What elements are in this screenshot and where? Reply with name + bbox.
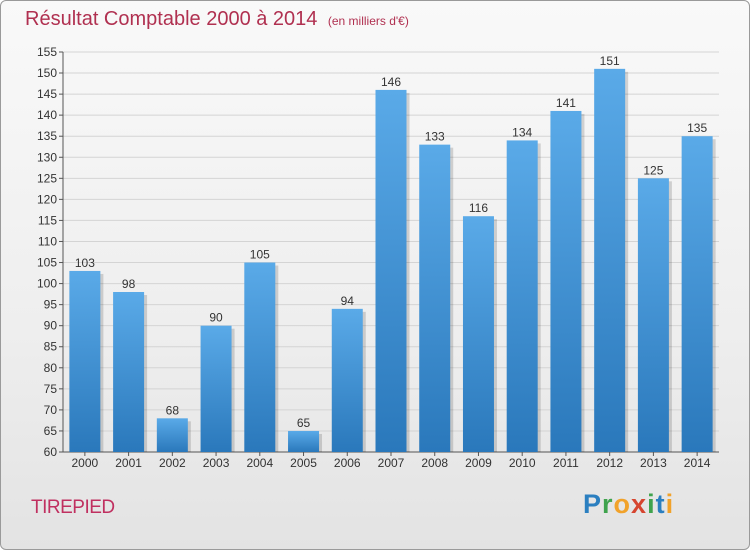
bar — [681, 136, 713, 453]
bar — [244, 262, 276, 452]
x-tick-label: 2001 — [115, 456, 142, 470]
x-tick-label: 2008 — [421, 456, 448, 470]
y-tick-label: 70 — [44, 403, 58, 417]
data-label: 146 — [381, 75, 401, 89]
x-tick-label: 2000 — [72, 456, 99, 470]
y-tick-label: 155 — [37, 45, 57, 59]
logo-letter: o — [613, 489, 632, 519]
x-tick-label: 2007 — [378, 456, 405, 470]
x-tick-label: 2012 — [596, 456, 623, 470]
logo-letter: i — [665, 489, 675, 519]
data-label: 133 — [425, 130, 445, 144]
x-tick-label: 2014 — [684, 456, 711, 470]
data-label: 65 — [297, 416, 311, 430]
x-tick-label: 2013 — [640, 456, 667, 470]
town-name: TIREPIED — [31, 497, 115, 518]
data-label: 94 — [341, 294, 355, 308]
bar — [375, 89, 407, 452]
y-tick-label: 65 — [44, 424, 58, 438]
bar — [594, 68, 626, 452]
y-tick-label: 60 — [44, 445, 58, 459]
chart-subtitle: (en milliers d'€) — [327, 14, 409, 28]
data-label: 103 — [75, 256, 95, 270]
y-tick-label: 85 — [44, 340, 58, 354]
data-label: 125 — [643, 163, 663, 177]
logo-letter: i — [647, 489, 656, 519]
logo-letter: t — [655, 489, 666, 519]
logo-letter: P — [583, 489, 603, 519]
bar — [550, 110, 582, 453]
y-tick-label: 75 — [44, 382, 58, 396]
bar — [200, 325, 232, 452]
bar — [156, 418, 188, 452]
x-tick-label: 2004 — [246, 456, 273, 470]
data-label: 141 — [556, 96, 576, 110]
bar — [113, 292, 145, 452]
y-tick-label: 135 — [37, 129, 57, 143]
data-label: 105 — [250, 248, 270, 262]
data-label: 151 — [600, 54, 620, 68]
y-tick-label: 150 — [37, 66, 57, 80]
data-label: 134 — [512, 125, 532, 139]
y-tick-label: 80 — [44, 361, 58, 375]
y-tick-label: 140 — [37, 108, 57, 122]
data-label: 135 — [687, 121, 707, 135]
y-tick-label: 105 — [37, 256, 57, 270]
bar — [419, 144, 451, 452]
y-tick-label: 145 — [37, 87, 57, 101]
y-tick-label: 100 — [37, 277, 57, 291]
logo-letter: r — [602, 489, 614, 519]
y-tick-label: 130 — [37, 150, 57, 164]
x-tick-label: 2006 — [334, 456, 361, 470]
bar — [331, 308, 363, 452]
data-label: 98 — [122, 277, 136, 291]
data-label: 68 — [166, 403, 180, 417]
x-tick-label: 2011 — [553, 456, 579, 470]
title-row: Résultat Comptable 2000 à 2014 (en milli… — [25, 8, 409, 31]
proxiti-logo: Proxiti — [583, 489, 674, 520]
x-tick-label: 2009 — [465, 456, 492, 470]
y-tick-label: 95 — [44, 298, 58, 312]
x-tick-label: 2010 — [509, 456, 536, 470]
y-tick-label: 125 — [37, 171, 57, 185]
x-tick-label: 2003 — [203, 456, 230, 470]
x-tick-label: 2002 — [159, 456, 186, 470]
y-tick-label: 120 — [37, 192, 57, 206]
y-tick-label: 110 — [38, 234, 57, 248]
bar — [288, 430, 320, 452]
x-tick-label: 2005 — [290, 456, 317, 470]
logo-letter: x — [631, 489, 648, 519]
bar — [637, 178, 669, 452]
data-label: 90 — [209, 311, 223, 325]
y-tick-label: 90 — [44, 319, 58, 333]
bar — [506, 140, 538, 452]
bar — [69, 270, 101, 452]
data-label: 116 — [469, 201, 488, 215]
chart-title: Résultat Comptable 2000 à 2014 — [25, 8, 318, 30]
bar — [462, 216, 494, 452]
y-tick-label: 115 — [38, 213, 57, 227]
